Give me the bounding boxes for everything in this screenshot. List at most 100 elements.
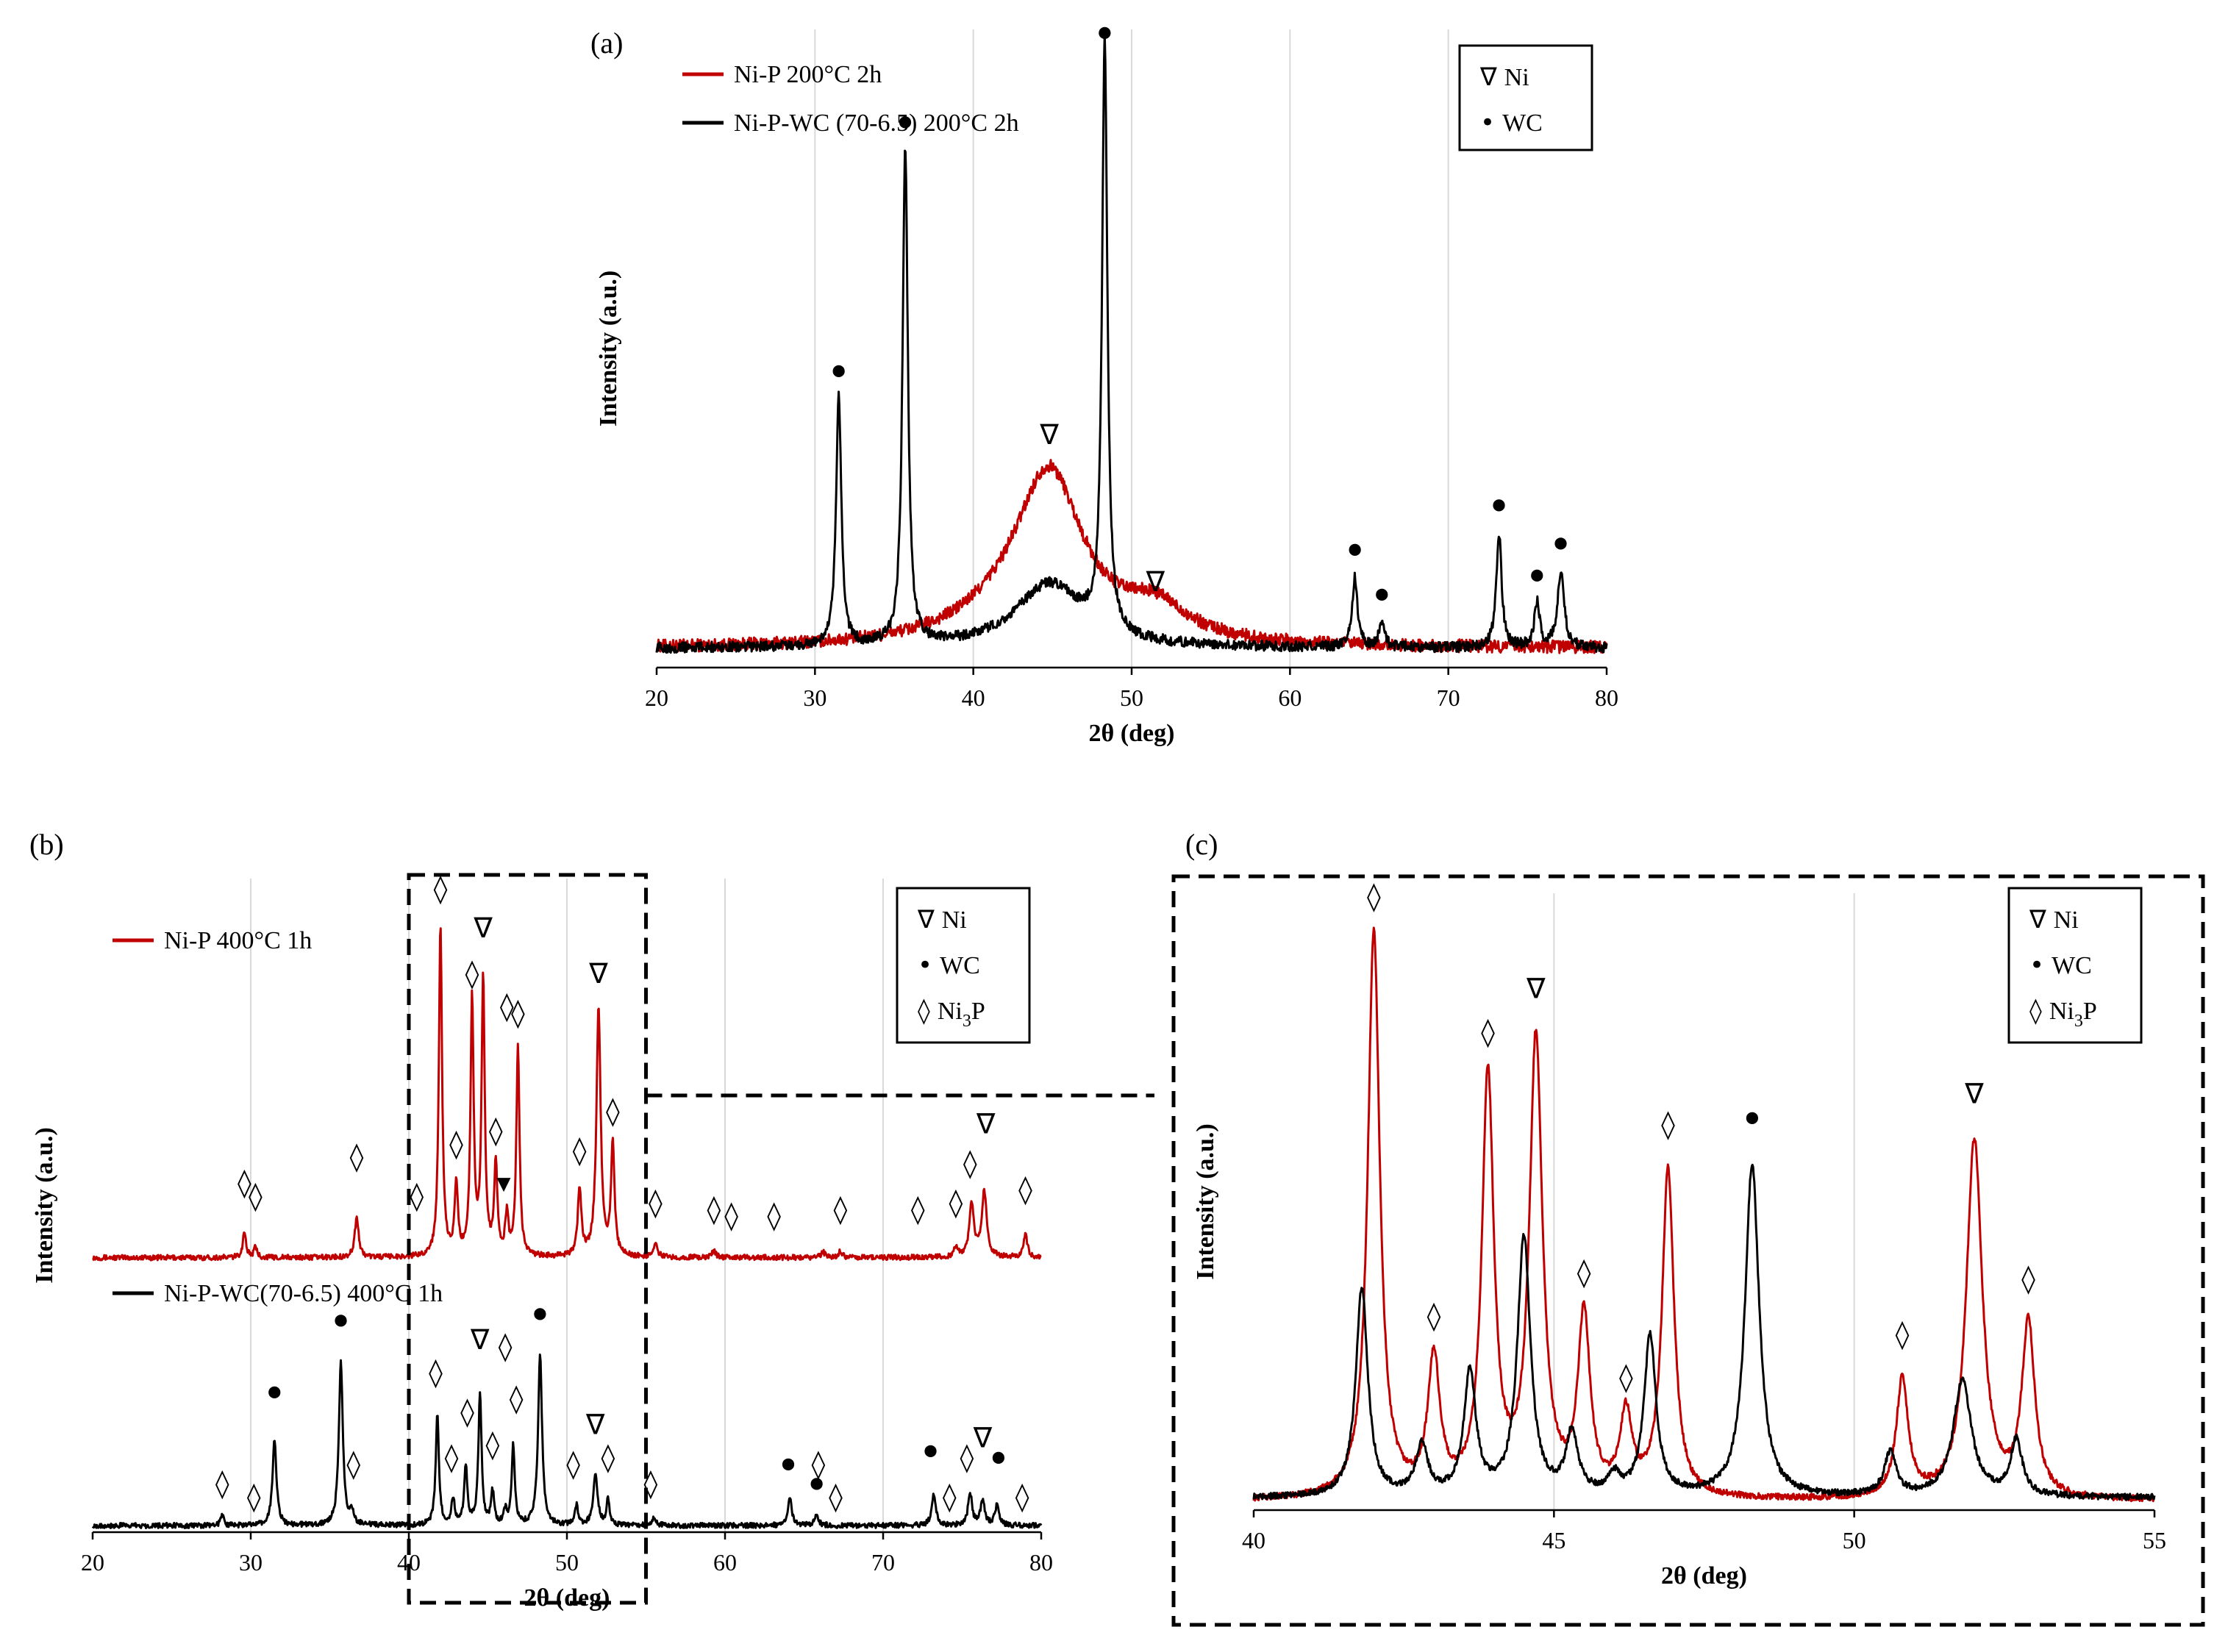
peak-marker-ni3p: ◊ <box>834 1192 848 1225</box>
peak-marker-ni3p: ◊ <box>949 1186 963 1218</box>
peak-marker-ni3p: ◊ <box>510 1382 524 1415</box>
x-tick-label: 50 <box>1120 684 1143 711</box>
peak-marker-wc: • <box>528 1292 552 1340</box>
x-tick-label: 40 <box>1242 1527 1265 1553</box>
peak-marker-ni3p: ◊ <box>445 1441 459 1473</box>
peak-marker-ni3p: ◊ <box>1896 1317 1910 1350</box>
peak-marker-wc: • <box>1525 554 1549 601</box>
y-axis-title: Intensity (a.u.) <box>595 271 622 427</box>
peak-marker-ni3p: ◊ <box>215 1467 229 1500</box>
peak-marker-ni3p: ◊ <box>410 1180 424 1212</box>
x-tick-label: 30 <box>239 1549 263 1576</box>
peak-marker-ni3p: ◊ <box>1577 1256 1591 1289</box>
peak-marker-ni3p: ◊ <box>573 1134 587 1166</box>
phase-symbol: ∇ <box>2029 905 2046 934</box>
peak-marker-wc: • <box>1549 521 1573 569</box>
peak-marker-ni3p: ◊ <box>1015 1480 1029 1512</box>
peak-marker-ni3p: ◊ <box>1018 1173 1032 1206</box>
peak-marker-ni3p: ◊ <box>247 1480 261 1512</box>
x-tick-label: 55 <box>2143 1527 2166 1553</box>
peak-marker-ni3p: ◊ <box>238 1167 251 1199</box>
panel-label: (b) <box>29 828 64 861</box>
legend-label: Ni-P-WC(70-6.5) 400°C 1h <box>164 1280 443 1307</box>
peak-marker-ni3p: ◊ <box>2021 1262 2035 1295</box>
peak-marker-ni: ∇ <box>976 1108 996 1140</box>
peak-marker-ni3p: ◊ <box>346 1448 360 1480</box>
peak-marker-ni3p: ◊ <box>606 1095 620 1127</box>
peak-marker-wc: • <box>329 1298 353 1346</box>
peak-marker-wc: • <box>893 101 918 149</box>
peak-marker-ni3p: ◊ <box>489 1115 503 1147</box>
peak-marker-ni3p: ◊ <box>649 1186 663 1218</box>
x-tick-label: 60 <box>713 1549 737 1576</box>
peak-marker-ni3p: ◊ <box>460 1395 474 1428</box>
peak-marker-ni: ▾ <box>496 1167 510 1199</box>
x-tick-label: 80 <box>1595 684 1618 711</box>
phase-symbol: ◊ <box>918 996 930 1026</box>
phase-key-entry: ∇ Ni <box>1479 62 1529 92</box>
phase-key-entry: ∇ Ni <box>2029 905 2079 934</box>
peak-marker-ni: ∇ <box>973 1421 993 1453</box>
peak-marker-ni3p: ◊ <box>960 1441 974 1473</box>
phase-symbol: ∇ <box>917 905 935 934</box>
y-axis-title: Intensity (a.u.) <box>31 1127 58 1284</box>
peak-marker-ni: ∇ <box>585 1409 605 1441</box>
phase-name: WC <box>1502 110 1543 137</box>
peak-marker-wc: • <box>918 1429 943 1477</box>
peak-marker-ni: ∇ <box>470 1323 490 1356</box>
phase-symbol: • <box>918 951 932 980</box>
series-line-0 <box>92 927 1042 1262</box>
peak-marker-ni3p: ◊ <box>811 1448 825 1480</box>
phase-key-entry: ◊ Ni3P <box>2029 996 2097 1031</box>
phase-suffix: P <box>971 998 985 1025</box>
x-tick-label: 70 <box>871 1549 895 1576</box>
peak-marker-ni3p: ◊ <box>707 1192 721 1225</box>
phase-symbol: ◊ <box>2029 996 2042 1026</box>
peak-marker-ni3p: ◊ <box>1619 1361 1633 1393</box>
phase-key-border <box>2007 887 2143 1044</box>
peak-marker-wc: • <box>1343 528 1367 576</box>
peak-marker-wc: • <box>986 1436 1010 1484</box>
x-tick-label: 30 <box>803 684 826 711</box>
peak-marker-ni3p: ◊ <box>500 990 514 1023</box>
x-tick-label: 45 <box>1542 1527 1565 1553</box>
phase-name: Ni <box>1504 64 1529 91</box>
peak-marker-ni: ∇ <box>1146 565 1165 598</box>
phase-subscript: 3 <box>963 1012 971 1031</box>
phase-suffix: P <box>2083 998 2097 1025</box>
peak-marker-ni3p: ◊ <box>1661 1108 1675 1140</box>
phase-subscript: 3 <box>2074 1012 2083 1031</box>
phase-key-entry: ∇ Ni <box>917 905 967 934</box>
peak-marker-ni3p: ◊ <box>911 1192 925 1225</box>
series-line-1 <box>655 32 1608 654</box>
panel-c: (c) 40 45 50 55 2θ (deg) Intensity (a.u.) ◊ ◊ ◊ ∇ ◊… <box>1185 828 2166 1590</box>
x-axis-title: 2θ (deg) <box>1661 1562 1747 1590</box>
peak-marker-ni3p: ◊ <box>767 1199 781 1231</box>
y-axis-title: Intensity (a.u.) <box>1192 1123 1219 1280</box>
peak-marker-ni3p: ◊ <box>465 957 479 990</box>
peak-marker-ni: ∇ <box>1039 418 1059 451</box>
peak-marker-wc: • <box>263 1370 287 1418</box>
peak-marker-ni3p: ◊ <box>943 1480 957 1512</box>
phase-key-border <box>1458 44 1593 151</box>
series-line-1 <box>91 1354 1043 1529</box>
peak-marker-wc: • <box>1487 483 1511 531</box>
phase-name: WC <box>940 952 980 979</box>
peak-marker-ni: ∇ <box>588 957 608 990</box>
peak-marker-ni3p: ◊ <box>499 1330 513 1362</box>
legend-label: Ni-P-WC (70-6.5) 200°C 2h <box>734 110 1019 137</box>
peak-marker-wc: • <box>826 349 851 397</box>
panel-label: (c) <box>1185 828 1218 861</box>
x-tick-label: 70 <box>1437 684 1460 711</box>
peak-marker-ni3p: ◊ <box>724 1199 738 1231</box>
peak-marker-ni3p: ◊ <box>1367 880 1381 912</box>
panel-label: (a) <box>590 26 623 60</box>
peak-marker-ni3p: ◊ <box>249 1180 263 1212</box>
phase-key: ∇ Ni• WC◊ Ni3P <box>2007 887 2143 1044</box>
peak-marker-ni3p: ◊ <box>601 1441 615 1473</box>
peak-marker-ni3p: ◊ <box>434 873 448 905</box>
legend-label: Ni-P 200°C 2h <box>734 61 882 88</box>
x-tick-label: 40 <box>962 684 985 711</box>
